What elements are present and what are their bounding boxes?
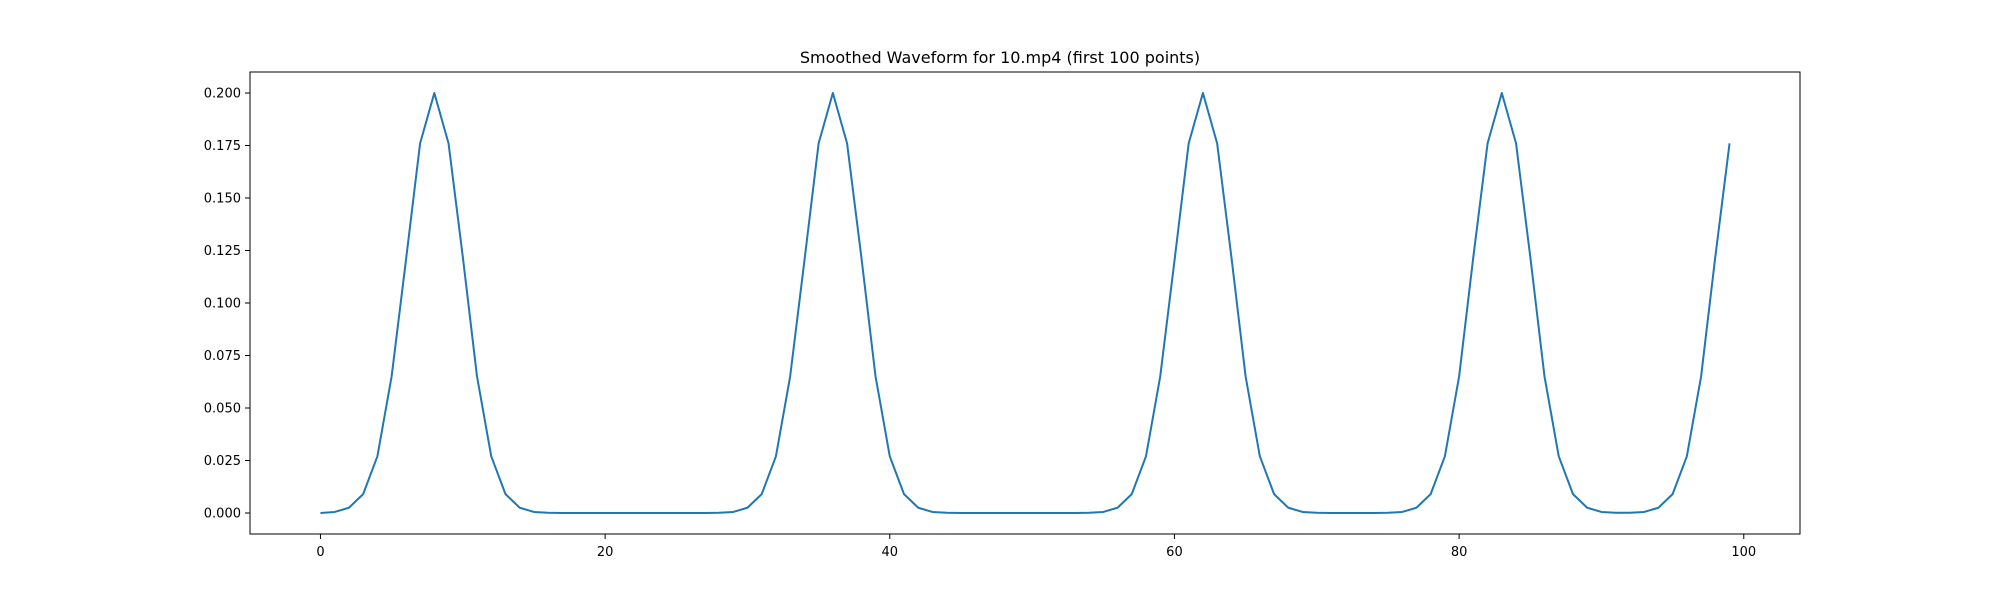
y-tick-label: 0.025 — [204, 454, 241, 469]
x-axis: 0 20 40 60 80 100 — [316, 534, 1756, 560]
y-tick-label: 0.175 — [204, 139, 241, 154]
x-tick-label: 100 — [1731, 545, 1756, 560]
y-tick-label: 0.050 — [204, 402, 241, 417]
x-tick-label: 0 — [316, 545, 324, 560]
x-tick-label: 60 — [1166, 545, 1183, 560]
y-tick-label: 0.100 — [204, 297, 241, 312]
x-tick-label: 80 — [1451, 545, 1468, 560]
y-axis: 0.000 0.025 0.050 0.075 0.100 0.125 0.150 0.175… — [204, 87, 250, 522]
x-tick-label: 40 — [882, 545, 899, 560]
y-tick-label: 0.150 — [204, 192, 241, 207]
plot-frame — [249, 71, 1801, 535]
y-tick-label: 0.000 — [204, 507, 241, 522]
y-tick-label: 0.125 — [204, 244, 241, 259]
x-tick-label: 20 — [597, 545, 614, 560]
chart-title: Smoothed Waveform for 10.mp4 (first 100 … — [800, 48, 1200, 67]
y-tick-label: 0.075 — [204, 349, 241, 364]
y-tick-label: 0.200 — [204, 87, 241, 102]
waveform-line — [320, 92, 1731, 514]
